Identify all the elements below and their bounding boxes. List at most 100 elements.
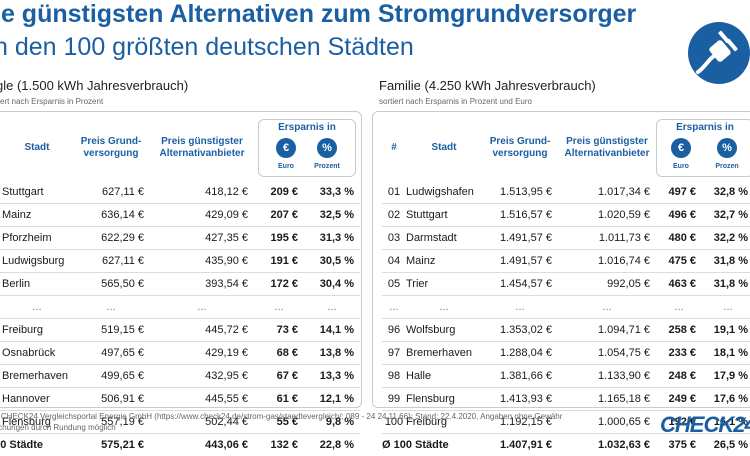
city-cell: Darmstadt bbox=[406, 227, 482, 250]
alt-price-cell: 1.133,90 € bbox=[558, 365, 656, 388]
savings-percent-cell: 17,9 % bbox=[702, 365, 750, 388]
rank-cell: 97 bbox=[382, 342, 406, 365]
city-cell: Flensburg bbox=[406, 388, 482, 411]
base-price-cell: ... bbox=[482, 296, 558, 319]
alt-price-cell: 1.016,74 € bbox=[558, 250, 656, 273]
savings-percent-cell: 30,5 % bbox=[304, 250, 360, 273]
savings-header-title: Ersparnis in bbox=[259, 122, 355, 134]
base-price-cell: 565,50 € bbox=[72, 273, 150, 296]
base-price-cell: 575,21 € bbox=[72, 434, 150, 456]
total-label-cell: 100 Städte bbox=[0, 434, 72, 456]
savings-euro-cell: ... bbox=[656, 296, 702, 319]
city-cell: Bremerhaven bbox=[2, 365, 72, 388]
base-price-cell: 636,14 € bbox=[72, 204, 150, 227]
savings-percent-cell: ... bbox=[702, 296, 750, 319]
savings-percent-cell: 31,3 % bbox=[304, 227, 360, 250]
check24-logo: CHECK24 bbox=[660, 412, 750, 438]
rank-cell: 03 bbox=[382, 227, 406, 250]
base-price-cell: 1.491,57 € bbox=[482, 227, 558, 250]
base-price-cell: 1.288,04 € bbox=[482, 342, 558, 365]
savings-euro-cell: 68 € bbox=[254, 342, 304, 365]
total-label-cell: Ø 100 Städte bbox=[382, 434, 482, 456]
base-price-cell: 1.513,95 € bbox=[482, 181, 558, 204]
right-section-title: Familie (4.250 kWh Jahresverbrauch) bbox=[379, 78, 596, 93]
alt-price-cell: 432,95 € bbox=[150, 365, 254, 388]
savings-percent-cell: 22,8 % bbox=[304, 434, 360, 456]
savings-euro-cell: 209 € bbox=[254, 181, 304, 204]
savings-euro-cell: 480 € bbox=[656, 227, 702, 250]
page-title: ie günstigsten Alternativen zum Stromgru… bbox=[0, 0, 636, 29]
right-section-subtitle: sortiert nach Ersparnis in Prozent und E… bbox=[379, 97, 532, 106]
city-cell: Bremerhaven bbox=[406, 342, 482, 365]
city-cell: Berlin bbox=[2, 273, 72, 296]
base-price-cell: 622,29 € bbox=[72, 227, 150, 250]
alt-price-cell: 418,12 € bbox=[150, 181, 254, 204]
savings-percent-cell: 19,1 % bbox=[702, 319, 750, 342]
savings-euro-cell: 195 € bbox=[254, 227, 304, 250]
alt-price-cell: 1.017,34 € bbox=[558, 181, 656, 204]
alt-price-cell: 1.165,18 € bbox=[558, 388, 656, 411]
savings-percent-cell: 31,8 % bbox=[702, 250, 750, 273]
percent-label: Prozent bbox=[307, 161, 347, 173]
alt-price-cell: 1.020,59 € bbox=[558, 204, 656, 227]
city-cell: Ludwigsburg bbox=[2, 250, 72, 273]
savings-euro-cell: 233 € bbox=[656, 342, 702, 365]
rank-cell: 01 bbox=[382, 181, 406, 204]
alt-price-cell: 429,09 € bbox=[150, 204, 254, 227]
base-price-cell: 519,15 € bbox=[72, 319, 150, 342]
base-price-cell: 627,11 € bbox=[72, 181, 150, 204]
base-price-cell: 506,91 € bbox=[72, 388, 150, 411]
savings-euro-cell: 258 € bbox=[656, 319, 702, 342]
city-cell: Stuttgart bbox=[2, 181, 72, 204]
alt-price-cell: 1.000,65 € bbox=[558, 411, 656, 434]
savings-percent-cell: 14,1 % bbox=[304, 319, 360, 342]
col-header-base-price: Preis Grund- versorgung bbox=[72, 114, 150, 181]
alt-price-cell: 1.054,75 € bbox=[558, 342, 656, 365]
base-price-cell: 499,65 € bbox=[72, 365, 150, 388]
footer-note: eichungen durch Rundung möglich bbox=[0, 423, 116, 432]
page-subtitle: n den 100 größten deutschen Städten bbox=[0, 33, 414, 62]
savings-euro-cell: 191 € bbox=[254, 250, 304, 273]
city-cell: Mainz bbox=[2, 204, 72, 227]
savings-euro-cell: 73 € bbox=[254, 319, 304, 342]
savings-percent-cell: 30,4 % bbox=[304, 273, 360, 296]
left-section-subtitle: tiert nach Ersparnis in Prozent bbox=[0, 97, 103, 106]
savings-percent-cell: 17,6 % bbox=[702, 388, 750, 411]
savings-percent-cell: 33,3 % bbox=[304, 181, 360, 204]
left-section-title: gle (1.500 kWh Jahresverbrauch) bbox=[0, 78, 188, 93]
table-row: .................. bbox=[382, 296, 750, 319]
savings-euro-cell: 61 € bbox=[254, 388, 304, 411]
city-cell: Freiburg bbox=[2, 319, 72, 342]
footer-source: e: CHECK24 Vergleichsportal Energie GmbH… bbox=[0, 412, 562, 421]
savings-header: Ersparnis in € Euro % Prozent bbox=[258, 119, 356, 177]
plug-icon bbox=[688, 22, 750, 84]
savings-percent-cell: 32,2 % bbox=[702, 227, 750, 250]
base-price-cell: ... bbox=[72, 296, 150, 319]
base-price-cell: 1.516,57 € bbox=[482, 204, 558, 227]
alt-price-cell: 443,06 € bbox=[150, 434, 254, 456]
euro-label: Euro bbox=[266, 161, 306, 173]
table-row: ............... bbox=[0, 296, 360, 319]
euro-label: Euro bbox=[661, 161, 701, 173]
savings-percent-cell: 31,8 % bbox=[702, 273, 750, 296]
left-table: Stadt Preis Grund- versorgung Preis güns… bbox=[0, 114, 360, 456]
alt-price-cell: ... bbox=[558, 296, 656, 319]
alt-price-cell: 435,90 € bbox=[150, 250, 254, 273]
alt-price-cell: 1.011,73 € bbox=[558, 227, 656, 250]
col-header-city: Stadt bbox=[406, 114, 482, 181]
right-table: # Stadt Preis Grund- versorgung Preis gü… bbox=[382, 114, 750, 456]
col-header-city: Stadt bbox=[2, 114, 72, 181]
savings-percent-cell: 18,1 % bbox=[702, 342, 750, 365]
savings-euro-cell: 248 € bbox=[656, 365, 702, 388]
rank-cell: 04 bbox=[382, 250, 406, 273]
base-price-cell: 1.413,93 € bbox=[482, 388, 558, 411]
col-header-base-price: Preis Grund- versorgung bbox=[482, 114, 558, 181]
